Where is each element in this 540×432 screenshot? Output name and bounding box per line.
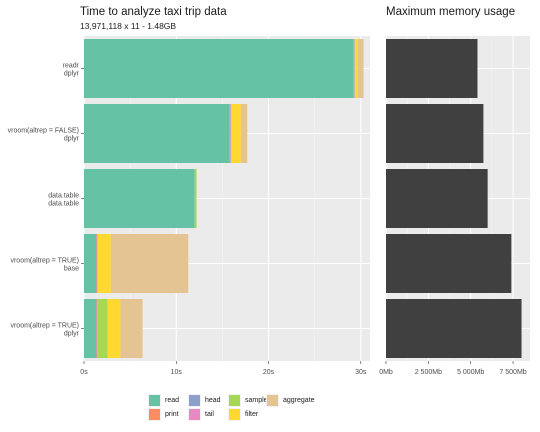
time-bar-aggregate [240,104,248,163]
time-x-tick-label: 20s [263,369,275,376]
legend-key [188,408,201,421]
time-bar-aggregate [120,299,143,358]
legend-item-read: read [148,394,179,407]
time-y-tick-label: data.table [48,201,79,208]
legend-key [228,408,241,421]
memory-bar [386,39,478,98]
legend-swatch [229,395,240,406]
legend: read print head tail sample filter aggregate [148,394,378,428]
time-bar-filter [231,104,241,163]
time-bar-read [84,234,96,293]
time-bar-read [84,104,230,163]
time-bar-sample [194,169,197,228]
time-y-tick-label: data.table [48,193,79,200]
legend-swatch [149,409,160,420]
time-bar-filter [355,39,359,98]
legend-swatch [267,395,278,406]
legend-key [188,394,201,407]
time-bar-sample [97,299,108,358]
legend-key [148,408,161,421]
time-chart-subtitle: 13,971,118 x 11 - 1.48GB [80,21,177,31]
legend-item-head: head [188,394,221,407]
legend-label: filter [245,411,259,418]
legend-label: read [165,397,180,404]
legend-key [266,394,279,407]
memory-bar [386,234,512,293]
time-bar-filter [107,299,121,358]
legend-key [228,394,241,407]
time-y-tick-label: dplyr [64,136,80,143]
time-bar-read [84,39,354,98]
time-chart-title: Time to analyze taxi trip data [80,6,227,18]
legend-swatch [189,409,200,420]
memory-bar [386,169,488,228]
legend-label: aggregate [283,397,315,404]
time-bar-aggregate [358,39,364,98]
time-bar-filter [97,234,111,293]
legend-item-aggregate: aggregate [266,394,315,407]
time-y-tick-label: vroom(altrep = TRUE) [10,323,79,330]
time-y-tick-label: vroom(altrep = FALSE) [8,128,79,135]
time-y-tick-label: dplyr [64,331,80,338]
legend-key [148,394,161,407]
legend-label: print [165,411,179,418]
time-y-tick-label: readr [63,63,80,70]
time-y-tick-label: dplyr [64,71,80,78]
legend-label: sample [245,397,268,404]
time-x-tick-label: 30s [355,369,367,376]
memory-x-tick-label: 5 000Mb [457,369,484,376]
legend-item-print: print [148,408,179,421]
time-y-tick-label: base [64,266,79,273]
legend-swatch [149,395,160,406]
time-bar-aggregate [110,234,189,293]
legend-swatch [189,395,200,406]
memory-x-tick-label: 0Mb [379,369,393,376]
time-y-tick-label: vroom(altrep = TRUE) [10,258,79,265]
legend-label: head [205,397,221,404]
time-x-tick-label: 10s [171,369,183,376]
legend-item-tail: tail [188,408,214,421]
legend-item-filter: filter [228,408,258,421]
time-bar-read [84,169,195,228]
time-x-tick-label: 0s [80,369,88,376]
legend-swatch [229,409,240,420]
memory-x-tick-label: 2 500Mb [415,369,442,376]
memory-x-tick-label: 7 500Mb [499,369,526,376]
legend-item-sample: sample [228,394,268,407]
memory-bar [386,299,522,358]
memory-bar [386,104,484,163]
time-bar-read [84,299,96,358]
legend-label: tail [205,411,214,418]
memory-chart-title: Maximum memory usage [386,6,516,18]
